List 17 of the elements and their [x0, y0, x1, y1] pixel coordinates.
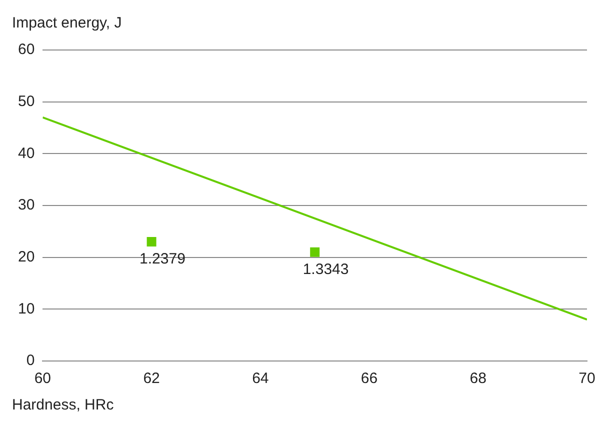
x-tick-label: 60 [34, 370, 52, 388]
y-tick-label: 30 [18, 196, 35, 214]
y-tick-label: 50 [18, 92, 35, 110]
y-tick-label: 60 [18, 41, 35, 58]
x-tick-label: 70 [578, 370, 596, 388]
y-axis-title: Impact energy, J [12, 14, 122, 32]
annotation: 1.2379 [140, 250, 186, 268]
x-axis-title: Hardness, HRc [12, 396, 114, 414]
y-tick-label: 10 [18, 300, 35, 318]
annotation: 1.3343 [302, 260, 349, 278]
y-tick-label: 40 [18, 144, 35, 162]
x-tick-label: 66 [360, 370, 378, 388]
x-tick-label: 62 [143, 370, 160, 388]
x-tick-label: 68 [470, 370, 486, 388]
y-tick-label: 0 [26, 352, 35, 370]
x-tick-label: 64 [252, 370, 269, 388]
y-tick-label: 20 [18, 248, 35, 266]
